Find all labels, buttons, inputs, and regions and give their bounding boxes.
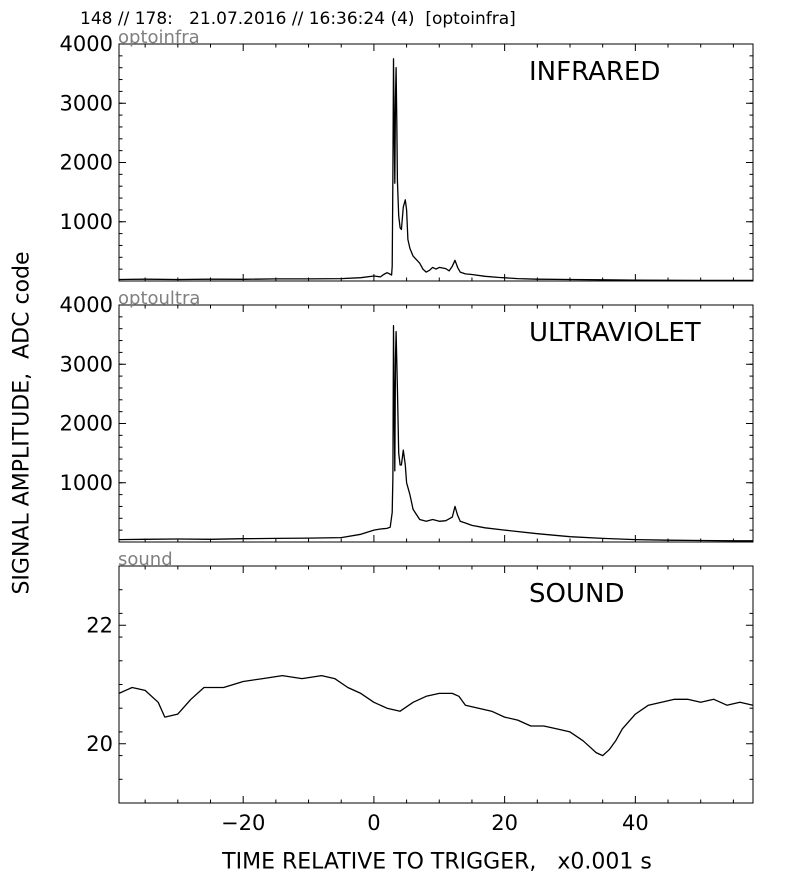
panel-sound-ytick-label: 22: [86, 613, 113, 637]
panel-sound-xtick-label: 40: [622, 811, 649, 835]
plot-header: 148 // 178: 21.07.2016 // 16:36:24 (4) […: [80, 9, 516, 29]
panel-sound-series-line: [118, 674, 754, 757]
panel-optoultra-ytick-label: 1000: [60, 471, 113, 495]
panel-optoinfra-channel-label: optoinfra: [118, 27, 200, 48]
panel-optoinfra-ytick-label: 1000: [60, 210, 113, 234]
panel-optoinfra-ytick-label: 4000: [60, 32, 113, 56]
panel-sound-xtick-label: 0: [367, 811, 380, 835]
panel-optoinfra-ytick-label: 2000: [60, 151, 113, 175]
panel-optoultra-series-line: [118, 325, 753, 542]
panel-optoultra-ytick-label: 2000: [60, 412, 113, 436]
panel-optoultra-ytick-label: 4000: [60, 293, 113, 317]
x-axis-label: TIME RELATIVE TO TRIGGER, x0.001 s: [222, 849, 652, 875]
panel-sound-xtick-label: 20: [491, 811, 518, 835]
panel-optoinfra-title: INFRARED: [529, 57, 660, 87]
panel-sound-xtick-label: −20: [221, 811, 265, 835]
panel-sound-title: SOUND: [529, 579, 624, 609]
panel-optoultra-ytick-label: 3000: [60, 352, 113, 376]
panel-optoultra-channel-label: optoultra: [118, 288, 200, 309]
panel-sound-channel-label: sound: [118, 549, 173, 570]
panel-optoultra-title: ULTRAVIOLET: [529, 318, 701, 348]
panel-sound-frame: [118, 565, 754, 804]
panel-sound-ytick-label: 20: [86, 732, 113, 756]
panel-optoinfra-series-line: [118, 58, 753, 282]
panel-optoinfra-ytick-label: 3000: [60, 91, 113, 115]
